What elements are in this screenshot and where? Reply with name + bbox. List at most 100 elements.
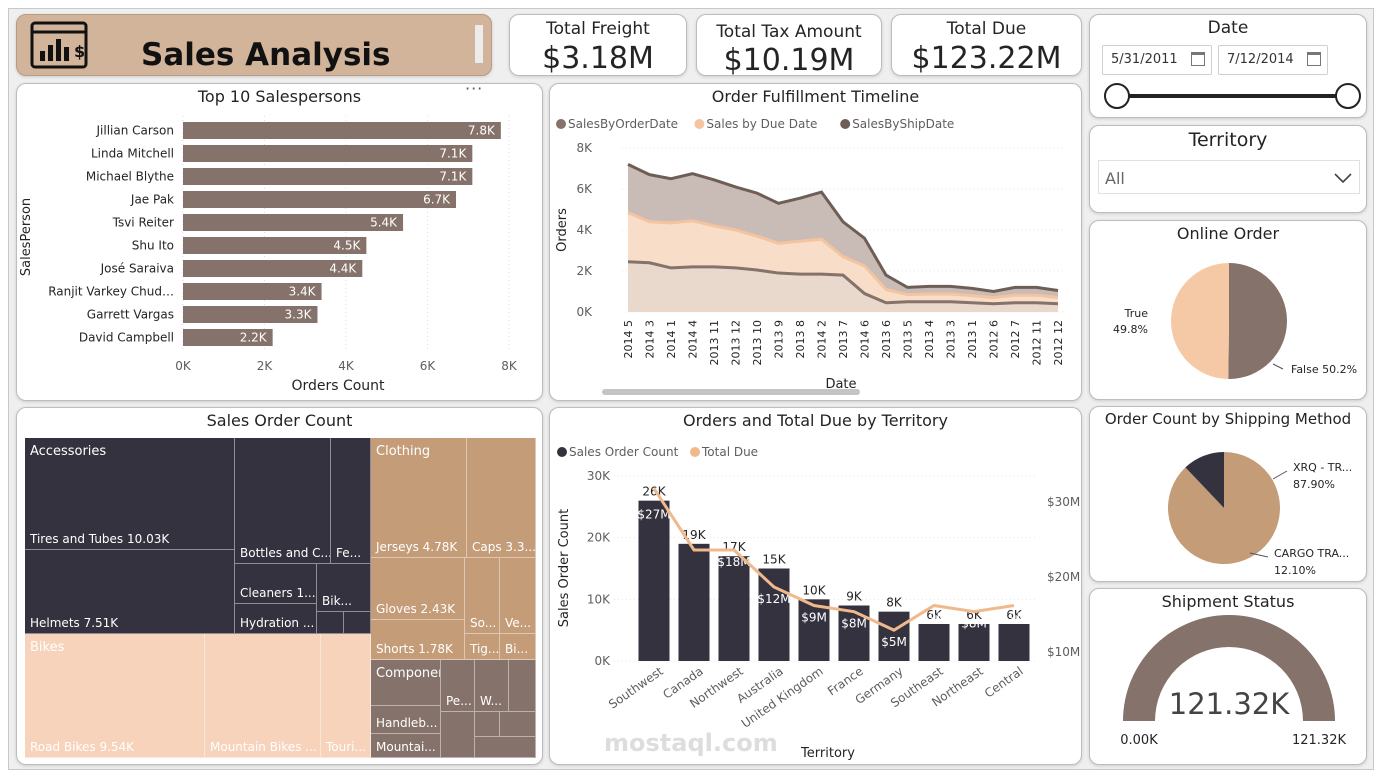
treemap-cell[interactable] (500, 712, 536, 737)
treemap-cell[interactable]: Handleb... (371, 706, 441, 734)
treemap-cell[interactable]: Components (371, 660, 441, 706)
x-tick-label: 6K (420, 359, 437, 373)
data-label: 19K (682, 528, 706, 542)
treemap-cell-label: Bi... (505, 642, 529, 656)
data-label: 5.4K (370, 216, 398, 230)
kpi-total-freight: Total Freight $3.18M (509, 14, 687, 76)
horizontal-scrollbar[interactable] (602, 389, 860, 395)
legend-marker (557, 447, 567, 457)
gauge-fill (1123, 615, 1335, 721)
territory-dropdown-value: All (1105, 169, 1125, 188)
bar (183, 329, 273, 346)
y2-tick-label: $10M (1047, 645, 1080, 659)
series-line (652, 487, 1015, 632)
treemap-cell[interactable] (441, 712, 475, 758)
gauge-value: 121.32K (1169, 687, 1290, 721)
treemap-cell[interactable]: Pe... (441, 660, 475, 712)
x-tick-label: 2013 9 (773, 320, 786, 359)
end-date-input[interactable]: 7/12/2014 (1218, 45, 1328, 75)
start-date-value: 5/31/2011 (1111, 52, 1178, 67)
top-salespersons-card: Top 10 Salespersons ··· 0K 2K 4K 6K 8K Jillia… (16, 83, 543, 401)
treemap-cell[interactable]: Helmets 7.51K (25, 550, 235, 634)
territory-card: Orders and Total Due by Territory Sales … (549, 407, 1082, 765)
treemap-cell[interactable] (509, 660, 536, 712)
treemap-cell[interactable]: So... (465, 558, 500, 634)
shipment-status-gauge: 121.32K 0.00K 121.32K (1120, 615, 1346, 748)
territory-combo-chart: Sales Order Count Total Due 30K 20K 10K 0K $30… (557, 445, 1080, 761)
treemap-cell[interactable]: Bottles and C... (235, 438, 331, 564)
start-date-input[interactable]: 5/31/2011 (1102, 45, 1212, 75)
date-range-end-handle[interactable] (1335, 83, 1361, 109)
legend-label: SalesByShipDate (852, 117, 954, 131)
treemap-cell-label: W... (480, 694, 502, 708)
treemap-cell[interactable]: Accessories Tires and Tubes 10.03K (25, 438, 235, 550)
y-tick-label: 10K (587, 592, 611, 606)
treemap-cell[interactable]: Tig... (465, 634, 500, 660)
y2-tick-label: $20M (1047, 570, 1080, 584)
bar (183, 214, 404, 231)
treemap-cell[interactable]: Touri... (321, 634, 371, 758)
date-slicer-title: Date (1207, 18, 1249, 38)
treemap-cell[interactable]: Ve... (500, 558, 536, 634)
treemap-cell-label: Handleb... (376, 716, 438, 730)
kpi-label: Total Tax Amount (716, 22, 862, 42)
header-scroll-handle[interactable] (475, 25, 483, 63)
territory-dropdown[interactable]: All (1098, 160, 1360, 194)
treemap-cell[interactable]: Bik... (317, 564, 371, 612)
category-label: Shu Ito (132, 239, 174, 253)
x-axis-title: Territory (800, 746, 855, 761)
treemap-cell[interactable]: Bikes Road Bikes 9.54K (25, 634, 205, 758)
data-label: 10K (802, 583, 826, 597)
data-label: 3.4K (289, 285, 317, 299)
treemap-cell[interactable]: Mountai... (371, 734, 441, 758)
x-tick-label: 2013 1 (966, 320, 979, 359)
treemap-cell[interactable] (317, 612, 344, 634)
x-axis-title: Date (825, 377, 856, 392)
treemap-cell[interactable] (344, 612, 371, 634)
date-range-start-handle[interactable] (1104, 83, 1130, 109)
calendar-icon[interactable] (1307, 52, 1321, 66)
treemap-group-label: Accessories (30, 444, 107, 459)
header-banner: $ Sales Analysis (16, 14, 492, 76)
gauge-max-label: 121.32K (1292, 733, 1346, 748)
y-tick-label: 4K (576, 223, 593, 237)
leader-line (1272, 470, 1288, 480)
data-label: 4.5K (333, 239, 361, 253)
pie-slice (1185, 452, 1224, 508)
online-order-pie: False 50.2% True 49.8% (1113, 263, 1357, 379)
treemap-cell[interactable] (475, 737, 536, 758)
y-tick-label: 8K (576, 141, 593, 155)
treemap-cell[interactable]: Cleaners 1.... (235, 564, 317, 604)
treemap-cell-label: Caps 3.3... (472, 540, 536, 554)
calendar-icon[interactable] (1191, 52, 1205, 66)
treemap-cell[interactable]: Shorts 1.78K (371, 620, 465, 660)
dashboard-icon: $ (30, 21, 88, 69)
treemap-cell[interactable]: Caps 3.3... (467, 438, 536, 558)
treemap-cell-label: So... (470, 616, 497, 630)
treemap-cell[interactable]: Mountain Bikes ... (205, 634, 321, 758)
salespersons-bar-chart: 0K 2K 4K 6K 8K Jillian Carson 7.8K Linda Mitche… (19, 116, 518, 394)
data-label: $27M (637, 508, 670, 522)
treemap-cell[interactable]: Gloves 2.43K (371, 558, 465, 620)
y-tick-label: 20K (587, 531, 611, 545)
svg-text:$: $ (74, 42, 85, 61)
bar (838, 605, 870, 661)
category-label: Ranjit Varkey Chud… (48, 285, 174, 299)
bar (718, 556, 750, 661)
series-line (627, 211, 1059, 300)
chart-title: Order Fulfillment Timeline (711, 87, 920, 106)
treemap-cell[interactable] (475, 712, 500, 737)
more-options-icon[interactable]: ··· (465, 83, 484, 98)
data-label: 3.3K (285, 308, 313, 322)
treemap-cell[interactable]: W... (475, 660, 509, 712)
treemap-cell[interactable]: Fe... (331, 438, 371, 564)
fulfillment-card: Order Fulfillment Timeline SalesByOrderD… (549, 83, 1082, 401)
data-label: 6K (1006, 608, 1023, 622)
treemap-cell[interactable]: Bi... (500, 634, 536, 660)
watermark: mostaql.com (604, 729, 778, 757)
treemap-cell[interactable]: Clothing Jerseys 4.78K (371, 438, 467, 558)
y-tick-label: 0K (576, 305, 593, 319)
treemap-cell[interactable]: Hydration ... (235, 604, 317, 634)
legend-marker (556, 119, 566, 129)
category-label: Linda Mitchell (91, 147, 174, 161)
